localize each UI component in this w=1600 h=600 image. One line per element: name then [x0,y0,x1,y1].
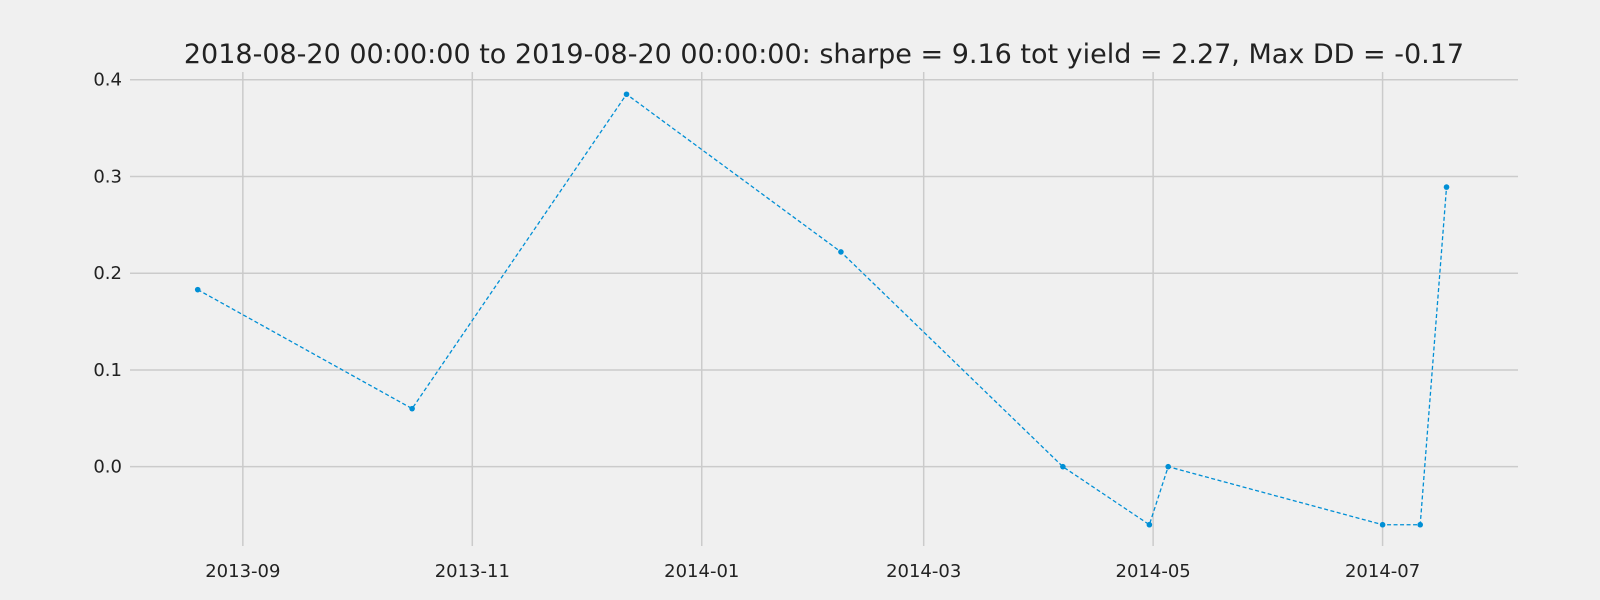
y-tick-label: 0.3 [93,166,122,187]
data-point [1060,463,1066,470]
chart-title: 2018-08-20 00:00:00 to 2019-08-20 00:00:… [184,39,1464,70]
y-tick-label: 0.2 [93,263,122,284]
data-point [1443,184,1450,190]
grid-lines [130,72,1518,546]
series-layer [194,91,1450,528]
data-point [1379,521,1386,528]
data-point [1417,521,1423,528]
data-point [1165,463,1171,470]
x-tick-label: 2014-07 [1345,561,1420,582]
data-point [1146,521,1153,528]
tick-labels: 0.0 0.1 0.2 0.3 0.4 2013-09 2013-11 2014-01 2014… [93,70,1420,582]
series-line [197,93,1448,526]
x-tick-label: 2014-05 [1116,561,1191,582]
data-point [838,249,844,255]
data-point [623,91,630,98]
x-tick-label: 2013-11 [435,561,510,582]
x-tick-label: 2014-01 [664,561,739,582]
data-point [194,286,201,293]
y-tick-label: 0.0 [93,457,122,478]
y-tick-label: 0.1 [93,360,122,381]
data-point [409,405,415,412]
y-tick-label: 0.4 [93,70,122,91]
x-tick-label: 2013-09 [205,561,280,582]
x-tick-label: 2014-03 [886,561,961,582]
